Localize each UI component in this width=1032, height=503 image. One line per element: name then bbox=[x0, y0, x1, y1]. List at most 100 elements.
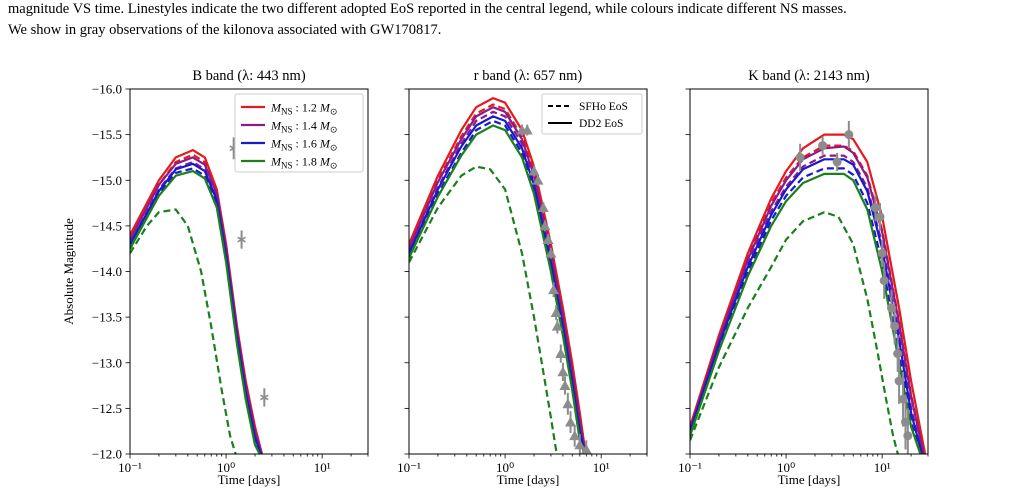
circle-marker bbox=[844, 130, 854, 140]
observation-point bbox=[580, 440, 592, 454]
triangle-marker bbox=[559, 380, 571, 390]
x-axis-label: Time [days] bbox=[778, 472, 841, 487]
x-tick-label: 10⁰ bbox=[217, 460, 235, 475]
plot-area bbox=[690, 120, 927, 454]
x-axis: 10⁻¹ 10⁰ 10¹ Time [days] bbox=[118, 454, 369, 487]
observation-point bbox=[894, 358, 904, 404]
observation-point bbox=[559, 376, 571, 395]
curve-dd2-1p4 bbox=[130, 156, 263, 454]
x-tick-label: 10⁻¹ bbox=[397, 460, 421, 475]
triangle-marker bbox=[580, 443, 592, 454]
circle-marker bbox=[894, 376, 904, 386]
y-axis bbox=[685, 88, 690, 455]
observation-point bbox=[237, 230, 246, 249]
x-tick-label: 10⁻¹ bbox=[118, 460, 142, 475]
x-tick-label: 10⁰ bbox=[777, 460, 795, 475]
observation-point bbox=[562, 392, 574, 415]
y-tick-label: −14.5 bbox=[92, 218, 122, 233]
triangle-marker bbox=[569, 430, 581, 441]
circle-marker bbox=[877, 248, 887, 258]
triangle-marker bbox=[542, 234, 554, 244]
y-axis: −16.0 −15.5 −15.0 −14.5 −14.0 −13.5 −13.0 −12.5… bbox=[61, 82, 130, 462]
circle-marker bbox=[903, 431, 913, 441]
panel-title: K band (λ: 2143 nm) bbox=[748, 68, 870, 84]
observation-point bbox=[903, 408, 913, 454]
y-axis-label: Absolute Magnitude bbox=[61, 218, 76, 325]
observation-point bbox=[532, 174, 544, 186]
curve-dd2-1p4 bbox=[409, 106, 587, 454]
x-axis-label: Time [days] bbox=[497, 472, 560, 487]
triangle-marker bbox=[557, 366, 569, 377]
curve-sfho-1p8 bbox=[690, 211, 900, 454]
triangle-marker bbox=[537, 202, 549, 213]
legend-entry-label: MNS : 1.2 M⊙ bbox=[270, 101, 337, 117]
curve-dd2-1p2 bbox=[130, 149, 264, 454]
observation-point bbox=[551, 318, 563, 334]
y-tick-label: −15.5 bbox=[92, 127, 122, 142]
b-band-panel: B band (λ: 443 nm) 10⁻¹ 10⁰ 10¹ Time [days] −… bbox=[61, 68, 369, 487]
observation-point bbox=[818, 136, 828, 155]
legend-box bbox=[234, 93, 364, 173]
plot-area bbox=[409, 97, 592, 454]
curve-dd2-1p8 bbox=[690, 172, 922, 454]
circle-marker bbox=[818, 141, 828, 151]
triangle-marker bbox=[555, 348, 567, 359]
triangle-marker bbox=[548, 284, 560, 295]
observation-point bbox=[832, 152, 842, 172]
curve-dd2-1p8 bbox=[409, 124, 586, 454]
figure-caption: magnitude VS time. Linestyles indicate t… bbox=[8, 0, 1028, 41]
x-tick-label: 10¹ bbox=[593, 460, 610, 475]
triangle-marker bbox=[545, 247, 557, 258]
legend-entry-label: MNS : 1.6 M⊙ bbox=[270, 137, 337, 153]
panel-title: B band (λ: 443 nm) bbox=[192, 68, 306, 84]
triangle-marker bbox=[550, 307, 562, 317]
k-band-panel: K band (λ: 2143 nm) 10⁻¹ 10⁰ 10¹ Time [days] bbox=[678, 68, 929, 487]
observation-point bbox=[545, 247, 557, 259]
triangle-marker bbox=[562, 398, 574, 409]
y-tick-label: −15.0 bbox=[92, 173, 122, 188]
triangle-marker bbox=[551, 320, 563, 331]
observation-point bbox=[550, 305, 562, 320]
observation-point bbox=[877, 239, 887, 267]
x-tick-label: 10⁰ bbox=[496, 460, 514, 475]
curve-dd2-1p2 bbox=[409, 97, 587, 454]
observation-point bbox=[260, 388, 269, 407]
x-tick-label: 10¹ bbox=[314, 460, 331, 475]
observation-point bbox=[870, 193, 880, 222]
triangle-marker bbox=[521, 124, 533, 135]
y-tick-label: −16.0 bbox=[92, 82, 122, 97]
r-band-panel: r band (λ: 657 nm) 10⁻¹ 10⁰ 10¹ Time [days] S… bbox=[397, 68, 648, 487]
x-tick-label: 10⁻¹ bbox=[678, 460, 702, 475]
triangle-marker bbox=[528, 165, 540, 176]
circle-marker bbox=[795, 152, 805, 162]
observation-point bbox=[557, 362, 569, 381]
legend: MNS : 1.2 M⊙ MNS : 1.4 M⊙ MNS : 1.6 M⊙ MNS … bbox=[234, 93, 364, 173]
legend: SFHo EoS DD2 EoS bbox=[541, 93, 643, 135]
triangle-marker bbox=[574, 439, 586, 450]
observation-point bbox=[528, 165, 540, 177]
curve-dd2-1p8 bbox=[130, 170, 261, 454]
observation-point bbox=[890, 308, 900, 345]
circle-marker bbox=[870, 203, 880, 213]
circle-marker bbox=[875, 212, 885, 222]
circle-marker bbox=[879, 276, 889, 286]
observation-point bbox=[574, 433, 586, 454]
y-axis bbox=[404, 88, 409, 455]
observation-point bbox=[542, 234, 554, 246]
observation-point bbox=[795, 143, 805, 172]
star-marker bbox=[260, 394, 269, 401]
curve-sfho-1p6 bbox=[130, 167, 262, 454]
circle-marker bbox=[832, 157, 842, 167]
triangle-marker bbox=[532, 174, 544, 185]
y-tick-label: −13.0 bbox=[92, 355, 122, 370]
legend-entry-label: MNS : 1.4 M⊙ bbox=[270, 119, 337, 135]
curve-sfho-1p2 bbox=[409, 103, 587, 454]
observation-point bbox=[893, 335, 903, 372]
x-tick-label: 10¹ bbox=[874, 460, 891, 475]
triangle-marker bbox=[539, 220, 551, 231]
observation-point bbox=[875, 203, 885, 231]
observation-point bbox=[569, 424, 581, 447]
observation-point bbox=[548, 282, 560, 298]
curve-dd2-1p4 bbox=[690, 145, 925, 454]
